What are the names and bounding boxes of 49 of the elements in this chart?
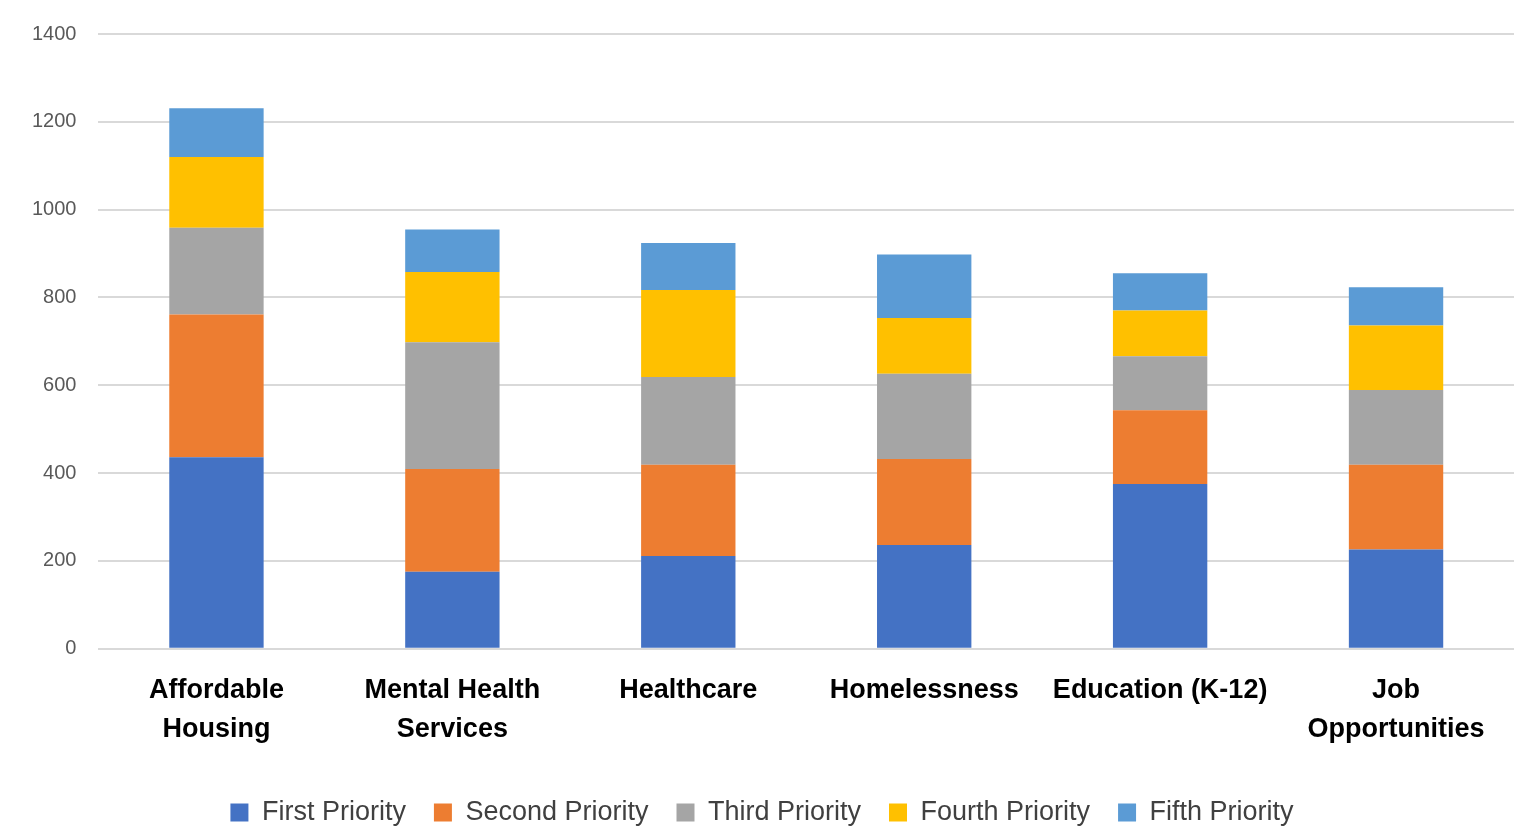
x-tick-label: Mental Health Services: [364, 673, 541, 743]
y-tick-label: 1400: [31, 21, 77, 44]
bar: [169, 156, 264, 228]
bar: [1112, 356, 1208, 411]
bar: [877, 254, 972, 319]
bar: [641, 376, 736, 465]
bar: [405, 229, 500, 272]
bar: [1112, 273, 1208, 311]
legend-label: Fifth Priority: [1149, 795, 1295, 826]
bar: [1348, 549, 1444, 648]
bar: [405, 469, 500, 572]
bar: [641, 464, 736, 557]
bar: [1348, 325, 1444, 391]
bar: [877, 545, 972, 648]
bar: [169, 108, 264, 157]
bar: [1348, 287, 1444, 326]
bar: [877, 318, 972, 374]
y-tick-label: 1200: [31, 109, 77, 132]
x-tick-label: Homelessness: [829, 673, 1019, 704]
bar: [641, 289, 736, 377]
bar: [1112, 310, 1208, 357]
y-tick-label: 1000: [31, 197, 77, 220]
bar: [877, 373, 972, 460]
bar: [877, 459, 972, 546]
bar: [641, 243, 736, 290]
bar: [405, 271, 500, 343]
bar: [1112, 410, 1208, 485]
y-tick-label: 0: [65, 636, 77, 659]
bar: [641, 556, 736, 648]
y-tick-label: 800: [43, 284, 77, 307]
legend-label: Third Priority: [708, 795, 862, 826]
bar: [1112, 484, 1208, 648]
x-tick-label: Education (K-12): [1052, 673, 1268, 704]
x-tick-label: Job Opportunities: [1307, 673, 1485, 743]
bar: [1348, 464, 1444, 550]
bar: [169, 227, 264, 315]
y-tick-label: 400: [43, 460, 77, 483]
legend-label: First Priority: [261, 795, 407, 826]
bar: [405, 342, 500, 470]
y-tick-label: 600: [43, 372, 77, 395]
legend-label: Second Priority: [465, 795, 649, 826]
x-tick-label: Healthcare: [619, 673, 758, 704]
bar: [405, 571, 500, 648]
bar: [169, 457, 264, 648]
bar: [1348, 390, 1444, 465]
y-tick-label: 200: [43, 548, 77, 571]
bar: [169, 314, 264, 458]
legend-label: Fourth Priority: [920, 795, 1091, 826]
x-tick-label: Affordable Housing: [148, 673, 284, 743]
